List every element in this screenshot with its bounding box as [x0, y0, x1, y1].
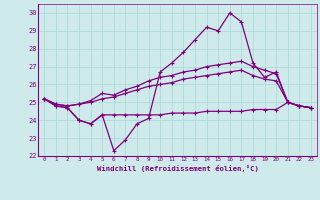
X-axis label: Windchill (Refroidissement éolien,°C): Windchill (Refroidissement éolien,°C) — [97, 165, 259, 172]
